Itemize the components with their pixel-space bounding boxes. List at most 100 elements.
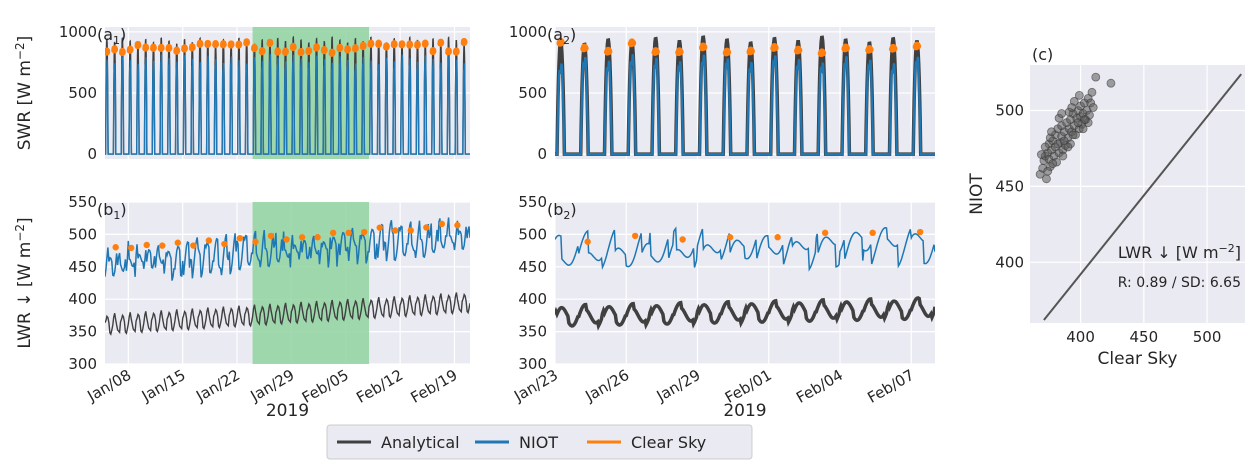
- clear-sky-marker: [399, 41, 406, 48]
- clear-sky-marker: [243, 39, 251, 46]
- identity-line: [1043, 73, 1242, 321]
- clear-sky-marker: [679, 236, 686, 243]
- scatter-point: [1040, 142, 1050, 152]
- legend-label-niot: NIOT: [519, 433, 558, 452]
- scatter-point: [1036, 150, 1046, 159]
- clear-sky-marker: [406, 41, 414, 49]
- scatter-point: [1047, 127, 1056, 137]
- y-axis-label: SWR [W m−2]: [13, 36, 35, 151]
- panel-label: (a1): [97, 25, 126, 47]
- clear-sky-marker: [336, 45, 344, 52]
- scatter-point: [1042, 174, 1051, 184]
- clear-sky-marker: [375, 40, 383, 48]
- scatter-point: [1074, 90, 1084, 100]
- scatter-point: [1067, 103, 1077, 112]
- clear-sky-marker: [329, 229, 337, 237]
- annotation: LWR ↓ [W m−2]: [1118, 242, 1241, 262]
- clear-sky-marker: [700, 43, 708, 51]
- clear-sky-marker: [726, 234, 734, 241]
- clear-sky-marker: [111, 46, 119, 53]
- scatter-point: [1043, 166, 1053, 176]
- clear-sky-marker: [414, 41, 421, 49]
- panel-label: (b2): [547, 200, 577, 222]
- clear-sky-marker: [127, 46, 134, 54]
- scatter-point: [1079, 115, 1089, 125]
- clear-sky-marker: [581, 44, 589, 52]
- clear-sky-marker: [392, 227, 399, 234]
- y-axis-label: NIOT: [967, 173, 987, 215]
- panel-label: (a2): [547, 25, 576, 47]
- clear-sky-marker: [771, 44, 779, 52]
- panel-background: [555, 202, 935, 364]
- clear-sky-marker: [821, 229, 829, 237]
- panel-label: (c): [1032, 45, 1053, 64]
- clear-sky-marker: [423, 224, 430, 231]
- x-axis-label: Clear Sky: [1098, 349, 1178, 369]
- clear-sky-marker: [158, 44, 165, 52]
- analytical-line: [105, 292, 470, 336]
- niot-line: [105, 54, 470, 155]
- clear-sky-marker: [128, 244, 135, 252]
- y-tick-label: 300: [518, 355, 547, 373]
- x-tick-label: Jan/29: [247, 366, 298, 406]
- clear-sky-marker: [267, 232, 275, 240]
- clear-sky-marker: [438, 220, 446, 228]
- clear-sky-marker: [914, 42, 922, 50]
- series-group: [105, 217, 470, 336]
- clear-sky-marker: [461, 39, 468, 46]
- scatter-point: [1087, 87, 1097, 97]
- clear-sky-marker: [383, 43, 390, 51]
- clear-sky-marker: [212, 41, 220, 48]
- y-tick-label: 1000: [509, 23, 547, 41]
- x-axis-label: 2019: [266, 401, 309, 421]
- y-axis-label: LWR ↓ [W m−2]: [13, 217, 35, 348]
- clear-sky-marker: [119, 49, 126, 56]
- x-tick-label: 400: [1066, 328, 1095, 346]
- series-group: [105, 35, 470, 155]
- y-tick-label: 550: [68, 193, 97, 211]
- clear-sky-marker: [142, 44, 150, 52]
- clear-sky-marker: [181, 45, 188, 52]
- clear-sky-marker: [259, 48, 266, 55]
- clear-sky-marker: [430, 48, 437, 55]
- clear-sky-marker: [313, 44, 320, 51]
- scatter-point: [1063, 142, 1073, 152]
- scatter-point: [1088, 103, 1098, 112]
- clear-sky-marker: [314, 234, 321, 241]
- y-tick-label: 0: [87, 145, 97, 163]
- x-tick-label: Jan/26: [581, 366, 632, 406]
- scatter-point: [1078, 124, 1088, 134]
- panel-label: (b1): [97, 200, 127, 222]
- clear-sky-marker: [228, 41, 235, 48]
- y-tick-label: 400: [995, 253, 1024, 271]
- y-tick-label: 500: [518, 225, 547, 243]
- clear-sky-marker: [190, 242, 197, 249]
- stats-label: R: 0.89 / SD: 6.65: [1118, 275, 1241, 291]
- clear-sky-marker: [916, 228, 924, 236]
- clear-sky-marker: [221, 240, 228, 248]
- clear-sky-marker: [605, 47, 613, 55]
- clear-sky-marker: [282, 48, 289, 56]
- series-group: [555, 226, 935, 331]
- clear-sky-marker: [159, 242, 166, 249]
- panel-a2: 0 500 1000 (a2): [509, 23, 935, 163]
- clear-sky-marker: [143, 241, 150, 249]
- clear-sky-marker: [166, 45, 173, 52]
- panel-background: [1030, 65, 1245, 323]
- y-tick-label: 1000: [59, 23, 97, 41]
- clear-sky-marker: [360, 228, 368, 236]
- scatter-point: [1053, 139, 1063, 149]
- clear-sky-marker: [795, 46, 803, 54]
- clear-sky-marker: [189, 44, 196, 51]
- y-tick-label: 300: [68, 355, 97, 373]
- clear-sky-marker: [652, 48, 660, 56]
- y-tick-label: 450: [995, 177, 1024, 195]
- clear-sky-marker: [274, 48, 282, 56]
- clear-sky-marker: [251, 45, 258, 52]
- clear-sky-marker: [747, 47, 755, 55]
- y-tick-label: 500: [995, 102, 1024, 120]
- clear-sky-marker: [890, 45, 898, 53]
- y-tick-label: 500: [68, 84, 97, 102]
- clear-sky-marker: [252, 238, 259, 245]
